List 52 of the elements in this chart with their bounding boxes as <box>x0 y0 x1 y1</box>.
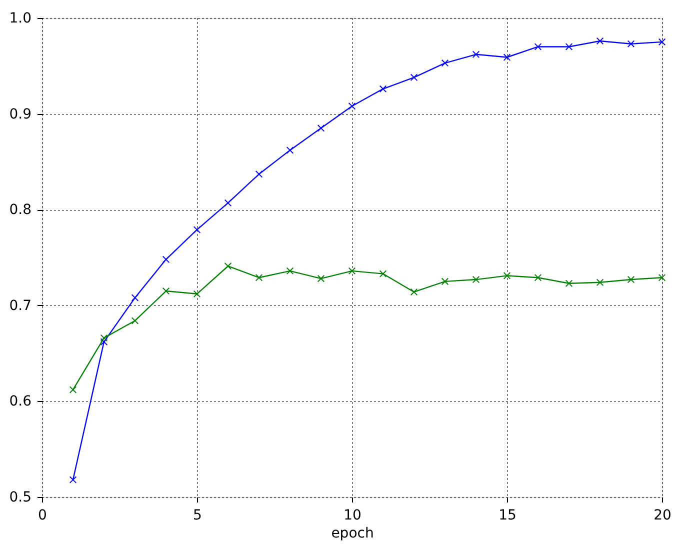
x-tick-label: 20 <box>654 508 672 524</box>
point <box>317 274 325 282</box>
y-tick-label: 0.8 <box>9 202 32 218</box>
point <box>596 37 604 45</box>
y-tick-label: 0.6 <box>9 394 32 410</box>
point <box>472 276 480 284</box>
point <box>658 274 666 282</box>
point <box>503 54 511 61</box>
y-tick-label: 1.0 <box>9 10 32 26</box>
point <box>410 288 418 296</box>
point <box>317 124 325 132</box>
point <box>162 256 170 264</box>
y-tick-label: 0.5 <box>9 490 32 506</box>
point <box>596 278 604 286</box>
point <box>255 274 263 282</box>
point <box>69 386 77 394</box>
point <box>472 50 480 58</box>
point <box>658 38 666 46</box>
point <box>69 476 77 484</box>
point <box>379 270 387 278</box>
point <box>627 40 635 48</box>
x-tick-label: 15 <box>498 508 516 524</box>
point <box>348 267 356 275</box>
point <box>503 272 511 280</box>
point <box>131 294 139 302</box>
x-tick-label: 0 <box>38 508 47 524</box>
point <box>131 317 139 324</box>
point <box>565 280 573 288</box>
x-tick-label: 10 <box>344 508 362 524</box>
point <box>441 278 449 286</box>
point <box>286 267 294 275</box>
point <box>534 43 542 50</box>
point <box>100 334 108 342</box>
point <box>348 102 356 110</box>
point <box>410 74 418 82</box>
y-tick-label: 0.7 <box>9 298 32 314</box>
point <box>255 170 263 178</box>
point <box>379 85 387 93</box>
point <box>224 262 232 270</box>
point <box>627 276 635 284</box>
point <box>193 226 201 234</box>
point <box>224 199 232 207</box>
point <box>100 338 108 346</box>
y-tick-label: 0.9 <box>9 106 32 122</box>
point <box>193 290 201 298</box>
point <box>441 59 449 67</box>
x-tick-label: 5 <box>193 508 202 524</box>
x-axis-title: epoch <box>331 526 374 542</box>
point <box>286 146 294 154</box>
point <box>162 287 170 295</box>
point <box>534 274 542 282</box>
point <box>565 43 573 50</box>
